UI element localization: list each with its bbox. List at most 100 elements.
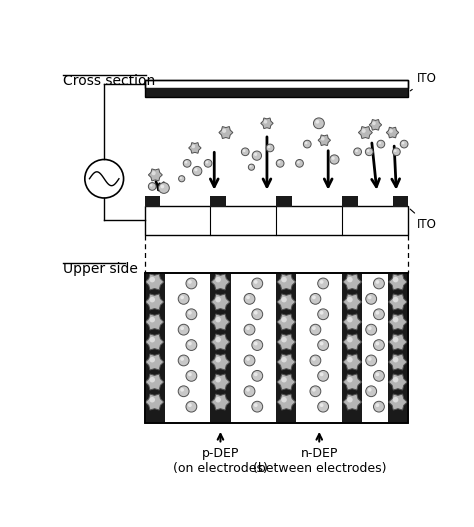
Circle shape [149, 317, 155, 323]
Circle shape [192, 167, 202, 175]
Circle shape [305, 142, 308, 144]
Circle shape [252, 151, 262, 160]
Circle shape [180, 388, 184, 392]
Circle shape [401, 142, 404, 144]
Circle shape [266, 144, 274, 152]
Circle shape [331, 157, 335, 160]
Polygon shape [211, 314, 230, 330]
Polygon shape [343, 274, 362, 290]
Text: p-DEP
(on electrodes): p-DEP (on electrodes) [173, 447, 268, 475]
Circle shape [252, 401, 263, 412]
Circle shape [249, 165, 252, 168]
Circle shape [180, 357, 184, 361]
Circle shape [393, 277, 398, 282]
Circle shape [310, 386, 321, 397]
Circle shape [372, 121, 376, 125]
Bar [342, 197, 357, 207]
Circle shape [252, 370, 263, 381]
Circle shape [374, 340, 384, 350]
Circle shape [149, 337, 155, 343]
Bar [392, 197, 408, 207]
Circle shape [186, 340, 197, 350]
Circle shape [206, 161, 208, 163]
Bar [276, 197, 292, 207]
Circle shape [254, 403, 258, 407]
Circle shape [368, 357, 372, 361]
Circle shape [393, 397, 398, 403]
Circle shape [222, 129, 226, 133]
Circle shape [215, 277, 221, 282]
Circle shape [254, 153, 257, 156]
Circle shape [368, 326, 372, 330]
Polygon shape [277, 354, 296, 370]
Circle shape [244, 355, 255, 366]
Circle shape [215, 297, 221, 302]
Circle shape [150, 184, 153, 187]
Circle shape [149, 357, 155, 363]
Circle shape [393, 337, 398, 343]
Circle shape [149, 397, 155, 403]
Circle shape [366, 386, 377, 397]
Circle shape [243, 149, 246, 152]
Circle shape [241, 148, 249, 155]
Polygon shape [358, 126, 373, 139]
Circle shape [186, 370, 197, 381]
Circle shape [320, 403, 324, 407]
Circle shape [347, 337, 353, 343]
Polygon shape [145, 314, 164, 330]
Circle shape [347, 377, 353, 383]
Circle shape [278, 161, 281, 163]
Circle shape [180, 296, 184, 299]
Polygon shape [389, 394, 407, 410]
Circle shape [246, 326, 250, 330]
Polygon shape [389, 374, 407, 390]
Polygon shape [277, 394, 296, 410]
Polygon shape [211, 394, 230, 410]
Circle shape [281, 357, 287, 363]
Circle shape [321, 137, 325, 141]
Circle shape [188, 403, 192, 407]
Polygon shape [211, 374, 230, 390]
Circle shape [375, 280, 379, 284]
Circle shape [281, 397, 287, 403]
Circle shape [374, 370, 384, 381]
Circle shape [355, 149, 358, 152]
Bar [276, 272, 296, 423]
Circle shape [186, 401, 197, 412]
Circle shape [362, 129, 366, 133]
Circle shape [310, 324, 321, 335]
Bar [388, 272, 408, 423]
Polygon shape [389, 294, 407, 310]
Circle shape [393, 357, 398, 363]
Circle shape [296, 160, 303, 167]
Circle shape [394, 149, 397, 152]
Bar [145, 80, 408, 97]
Circle shape [188, 373, 192, 376]
Circle shape [183, 160, 191, 167]
Circle shape [310, 294, 321, 304]
Circle shape [191, 144, 195, 148]
Polygon shape [145, 374, 164, 390]
Circle shape [148, 182, 156, 190]
Polygon shape [389, 314, 407, 330]
Circle shape [318, 401, 328, 412]
Circle shape [254, 341, 258, 345]
Circle shape [252, 309, 263, 320]
Bar [145, 80, 408, 88]
Polygon shape [343, 314, 362, 330]
Polygon shape [145, 334, 164, 350]
Circle shape [281, 337, 287, 343]
Circle shape [281, 277, 287, 282]
Circle shape [149, 277, 155, 282]
Polygon shape [277, 334, 296, 350]
Polygon shape [277, 274, 296, 290]
Circle shape [347, 297, 353, 302]
Circle shape [347, 277, 353, 282]
Circle shape [149, 377, 155, 383]
Circle shape [312, 296, 316, 299]
Circle shape [375, 403, 379, 407]
Circle shape [254, 311, 258, 315]
Circle shape [347, 357, 353, 363]
Circle shape [152, 171, 155, 175]
Bar [145, 272, 408, 423]
